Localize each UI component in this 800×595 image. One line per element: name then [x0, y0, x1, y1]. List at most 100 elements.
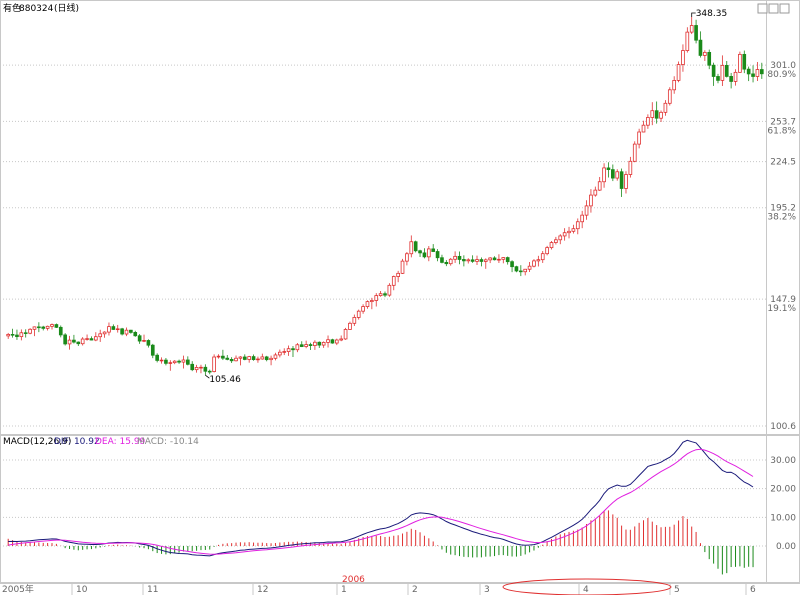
candle-body	[352, 317, 357, 324]
dea-line	[8, 448, 754, 555]
candle-body	[409, 241, 414, 255]
pct-label: 80.9%	[767, 70, 796, 80]
macd-panel	[0, 435, 800, 583]
candle-body	[98, 333, 103, 338]
candle-body	[667, 89, 672, 104]
candle-body	[181, 359, 186, 363]
candle-body	[28, 328, 32, 334]
maximize-button[interactable]	[768, 3, 779, 14]
candle-body	[733, 71, 738, 82]
candle-body	[124, 329, 129, 335]
candle-body	[759, 69, 764, 75]
candle-body	[659, 111, 663, 119]
candle-body	[164, 359, 168, 364]
candle-body	[558, 235, 563, 241]
candle-body	[532, 260, 536, 267]
candle-body	[562, 232, 567, 237]
candle-body	[58, 326, 63, 336]
year-label: 2006	[342, 575, 365, 585]
candle-body	[554, 239, 558, 243]
candle-body	[89, 338, 94, 341]
candle-body	[334, 339, 339, 344]
panel-window-buttons	[757, 3, 790, 14]
price-tick-label: 301.0	[770, 61, 796, 71]
candle-body	[685, 31, 690, 51]
candle-body	[93, 336, 98, 341]
candle-body	[85, 338, 89, 340]
candle-body	[413, 241, 418, 252]
candle-body	[317, 341, 322, 346]
candle-body	[724, 64, 729, 77]
high-arrow-icon	[691, 12, 696, 17]
candle-body	[155, 354, 159, 361]
candle-body	[137, 335, 142, 342]
candle-body	[72, 339, 76, 343]
candle-body	[225, 357, 230, 360]
time-label: 4	[583, 585, 589, 595]
candle-body	[444, 261, 449, 265]
price-tick-label: 224.5	[770, 158, 796, 168]
candle-body	[405, 253, 409, 262]
candle-body	[707, 51, 712, 66]
candle-body	[50, 324, 54, 327]
candle-body	[540, 253, 545, 261]
macd-tick-label: 0.00	[776, 542, 796, 552]
candle-body	[299, 344, 304, 347]
candle-body	[505, 257, 510, 263]
candle-body	[150, 344, 155, 356]
close-button[interactable]	[779, 3, 790, 14]
candle-body	[523, 268, 528, 273]
candle-body	[177, 360, 181, 363]
candle-body	[238, 356, 243, 359]
candle-body	[698, 39, 703, 56]
macd-axis-labels: 0.00 10.00 20.00 30.00	[770, 456, 796, 552]
macd-title: MACD(12,26,9)	[3, 437, 71, 447]
candle-body	[273, 354, 278, 359]
candle-body	[650, 110, 655, 118]
candle-body	[229, 359, 234, 362]
candle-body	[194, 367, 199, 371]
pct-label: 19.1%	[767, 304, 796, 314]
candle-body	[751, 73, 755, 77]
candle-body	[584, 205, 589, 216]
candle-body	[378, 293, 383, 297]
minimize-button[interactable]	[757, 3, 768, 14]
candle-body	[545, 247, 549, 255]
candle-body	[247, 356, 251, 360]
candle-body	[575, 221, 580, 230]
candle-body	[330, 339, 335, 344]
candle-body	[234, 357, 238, 362]
candle-body	[242, 356, 247, 360]
price-tick-label: 253.7	[770, 117, 796, 127]
stock-period: (日线)	[54, 2, 79, 14]
time-label: 1	[341, 585, 347, 595]
candle-body	[689, 25, 694, 33]
candle-body	[418, 250, 422, 254]
candle-body	[663, 102, 668, 113]
candle-body	[681, 50, 685, 65]
candle-body	[391, 276, 396, 286]
candle-body	[654, 110, 659, 119]
candle-body	[374, 295, 379, 301]
candle-body	[497, 258, 501, 261]
stock-name: 有色	[3, 2, 21, 14]
candle-body	[111, 326, 116, 330]
candle-body	[286, 348, 291, 352]
candle-body	[278, 351, 282, 356]
time-ticks	[71, 583, 747, 595]
macd-tick-label: 30.00	[770, 456, 796, 466]
candle-body	[742, 53, 747, 70]
candle-body	[426, 248, 431, 258]
candle-body	[326, 339, 330, 343]
price-tick-label: 100.6	[770, 422, 796, 432]
candle-body	[624, 174, 628, 189]
candle-body	[348, 322, 352, 330]
candle-body	[746, 68, 751, 75]
candle-body	[462, 259, 466, 262]
low-arrow-icon	[205, 374, 210, 379]
candle-body	[457, 255, 462, 260]
candle-body	[479, 259, 484, 262]
candle-body	[483, 259, 488, 262]
highlight-ellipse	[502, 578, 672, 595]
